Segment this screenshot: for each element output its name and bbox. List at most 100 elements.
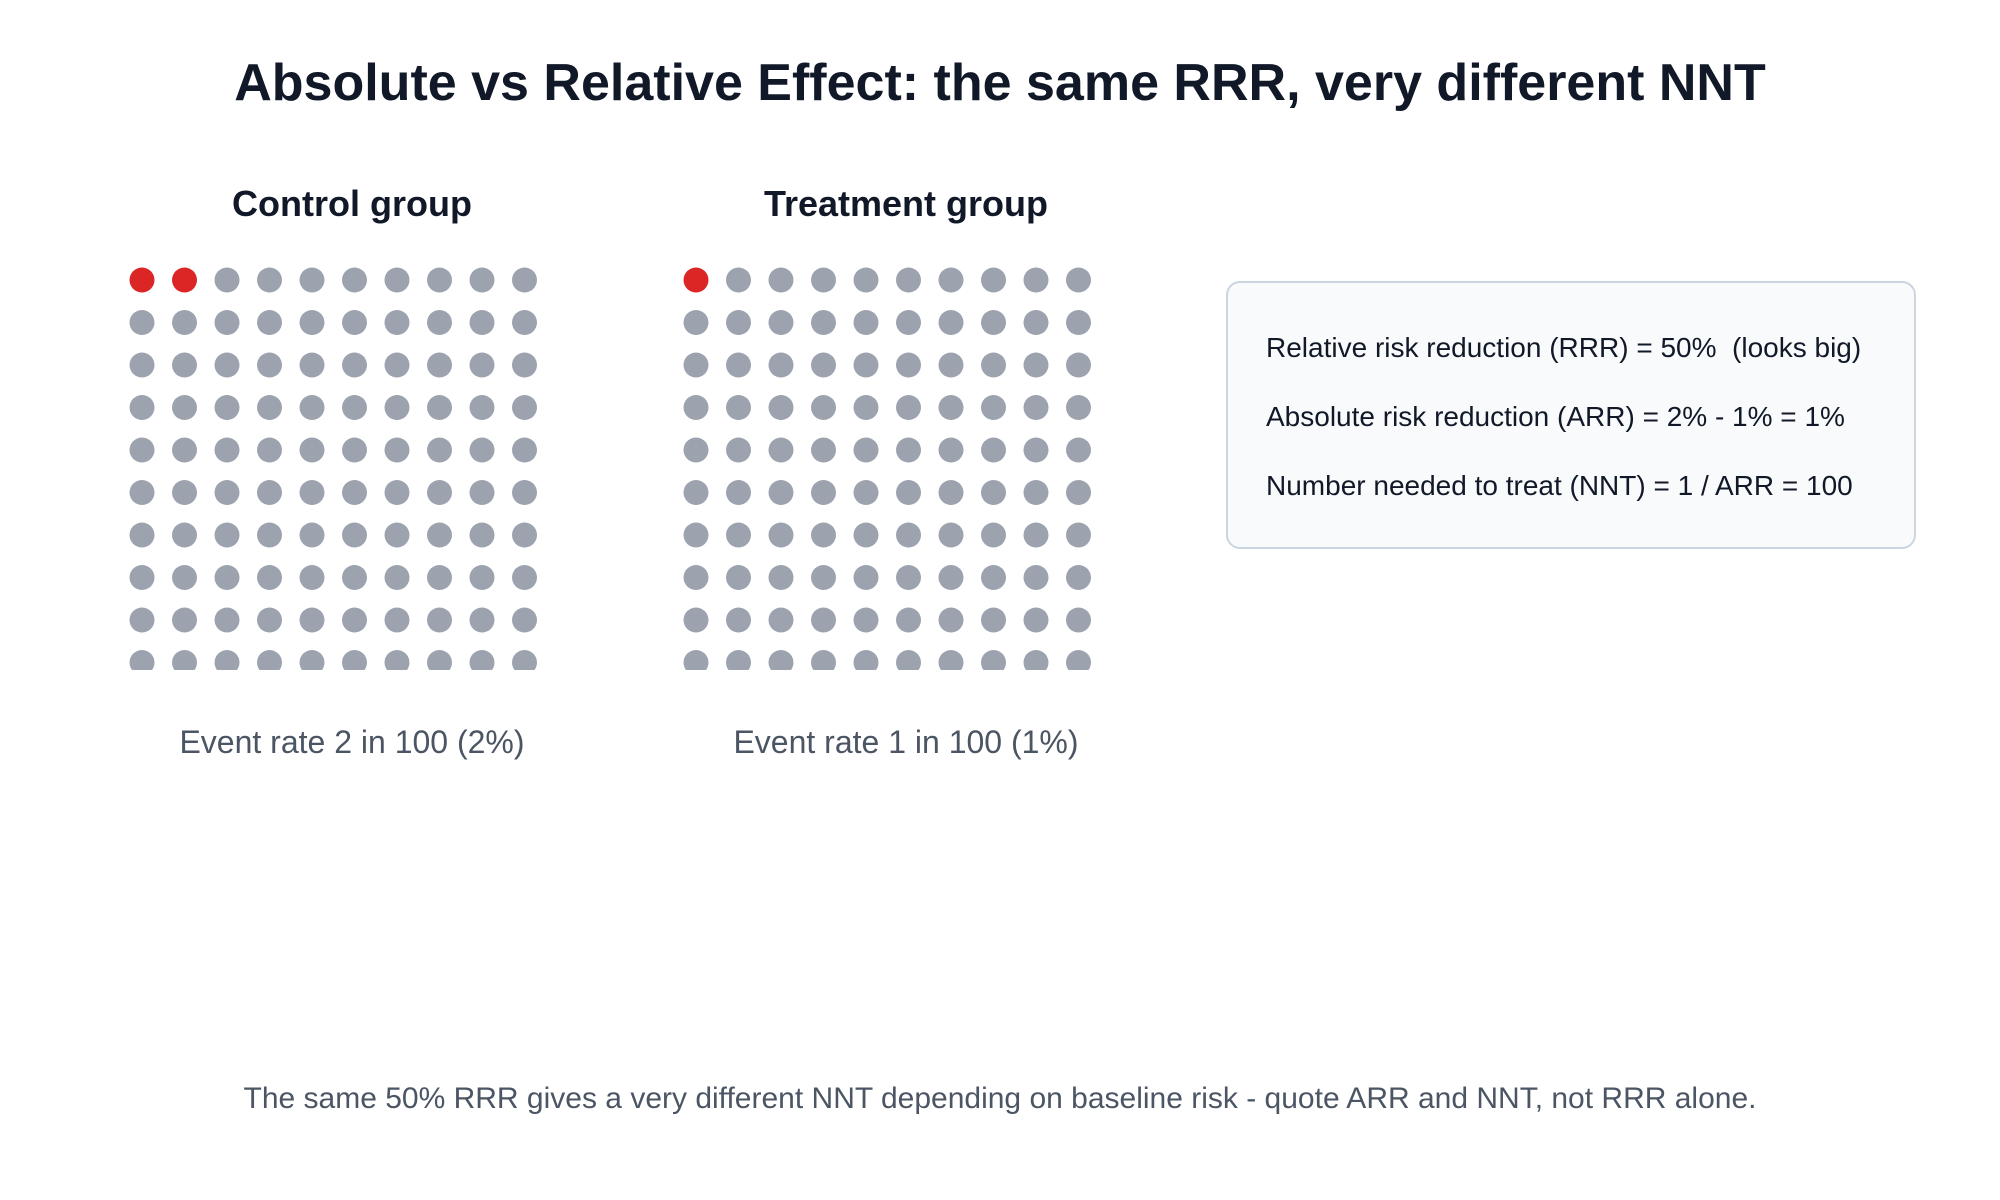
- no-event-dot: [214, 437, 240, 463]
- no-event-dot: [1023, 267, 1049, 293]
- no-event-dot: [1023, 395, 1049, 420]
- no-event-dot: [257, 607, 282, 633]
- no-event-dot: [768, 480, 794, 505]
- no-event-dot: [938, 522, 964, 548]
- no-event-dot: [768, 352, 794, 378]
- no-event-dot: [257, 310, 282, 335]
- footnote: The same 50% RRR gives a very different …: [243, 1082, 1757, 1115]
- no-event-dot: [469, 267, 495, 293]
- no-event-dot: [512, 650, 537, 670]
- no-event-dot: [853, 395, 879, 420]
- no-event-dot: [257, 437, 282, 463]
- no-event-dot: [299, 352, 325, 378]
- no-event-dot: [853, 437, 879, 463]
- no-event-dot: [768, 565, 794, 590]
- waffle-svg: [683, 267, 1091, 670]
- chart-title: Absolute vs Relative Effect: the same RR…: [234, 54, 1766, 112]
- no-event-dot: [981, 352, 1006, 378]
- arr-stat: Absolute risk reduction (ARR) = 2% - 1% …: [1266, 401, 1845, 432]
- no-event-dot: [683, 395, 709, 420]
- no-event-dot: [811, 395, 836, 420]
- no-event-dot: [342, 480, 367, 505]
- no-event-dot: [129, 352, 155, 378]
- no-event-dot: [342, 607, 367, 633]
- no-event-dot: [1066, 267, 1091, 293]
- treatment-group-panel: Treatment group Event rate 1 in 100 (1%): [676, 180, 1136, 780]
- no-event-dot: [172, 522, 197, 548]
- no-event-dot: [257, 395, 282, 420]
- no-event-dot: [129, 480, 155, 505]
- no-event-dot: [129, 437, 155, 463]
- no-event-dot: [172, 352, 197, 378]
- no-event-dot: [1023, 352, 1049, 378]
- no-event-dot: [938, 650, 964, 670]
- no-event-dot: [683, 352, 709, 378]
- no-event-dot: [257, 650, 282, 670]
- no-event-dot: [427, 650, 452, 670]
- no-event-dot: [257, 352, 282, 378]
- no-event-dot: [938, 437, 964, 463]
- no-event-dot: [981, 650, 1006, 670]
- no-event-dot: [811, 565, 836, 590]
- no-event-dot: [299, 395, 325, 420]
- no-event-dot: [981, 267, 1006, 293]
- no-event-dot: [427, 480, 452, 505]
- event-dot: [172, 267, 197, 293]
- no-event-dot: [299, 310, 325, 335]
- no-event-dot: [342, 395, 367, 420]
- treatment-group-title: Treatment group: [763, 183, 1049, 224]
- no-event-dot: [1023, 437, 1049, 463]
- event-dot: [683, 267, 709, 293]
- no-event-dot: [427, 352, 452, 378]
- no-event-dot: [512, 437, 537, 463]
- no-event-dot: [853, 352, 879, 378]
- no-event-dot: [938, 352, 964, 378]
- no-event-dot: [683, 522, 709, 548]
- waffle-svg: [129, 267, 537, 670]
- no-event-dot: [1066, 310, 1091, 335]
- no-event-dot: [896, 565, 921, 590]
- no-event-dot: [342, 522, 367, 548]
- no-event-dot: [1066, 607, 1091, 633]
- no-event-dot: [427, 395, 452, 420]
- no-event-dot: [1023, 480, 1049, 505]
- no-event-dot: [129, 310, 155, 335]
- no-event-dot: [257, 267, 282, 293]
- no-event-dot: [683, 565, 709, 590]
- no-event-dot: [427, 607, 452, 633]
- no-event-dot: [172, 310, 197, 335]
- no-event-dot: [726, 395, 751, 420]
- no-event-dot: [768, 607, 794, 633]
- no-event-dot: [683, 607, 709, 633]
- no-event-dot: [896, 310, 921, 335]
- no-event-dot: [1066, 480, 1091, 505]
- no-event-dot: [896, 607, 921, 633]
- no-event-dot: [384, 650, 410, 670]
- no-event-dot: [683, 310, 709, 335]
- no-event-dot: [299, 267, 325, 293]
- no-event-dot: [896, 480, 921, 505]
- no-event-dot: [129, 565, 155, 590]
- no-event-dot: [427, 522, 452, 548]
- no-event-dot: [811, 352, 836, 378]
- no-event-dot: [257, 480, 282, 505]
- no-event-dot: [726, 267, 751, 293]
- no-event-dot: [214, 607, 240, 633]
- no-event-dot: [299, 565, 325, 590]
- no-event-dot: [299, 480, 325, 505]
- no-event-dot: [768, 650, 794, 670]
- rrr-stat: Relative risk reduction (RRR) = 50% (loo…: [1266, 332, 1862, 363]
- no-event-dot: [172, 395, 197, 420]
- no-event-dot: [726, 565, 751, 590]
- no-event-dot: [981, 607, 1006, 633]
- no-event-dot: [299, 522, 325, 548]
- no-event-dot: [768, 395, 794, 420]
- no-event-dot: [853, 480, 879, 505]
- no-event-dot: [853, 267, 879, 293]
- no-event-dot: [384, 437, 410, 463]
- no-event-dot: [384, 565, 410, 590]
- no-event-dot: [811, 310, 836, 335]
- no-event-dot: [469, 352, 495, 378]
- no-event-dot: [853, 310, 879, 335]
- no-event-dot: [214, 650, 240, 670]
